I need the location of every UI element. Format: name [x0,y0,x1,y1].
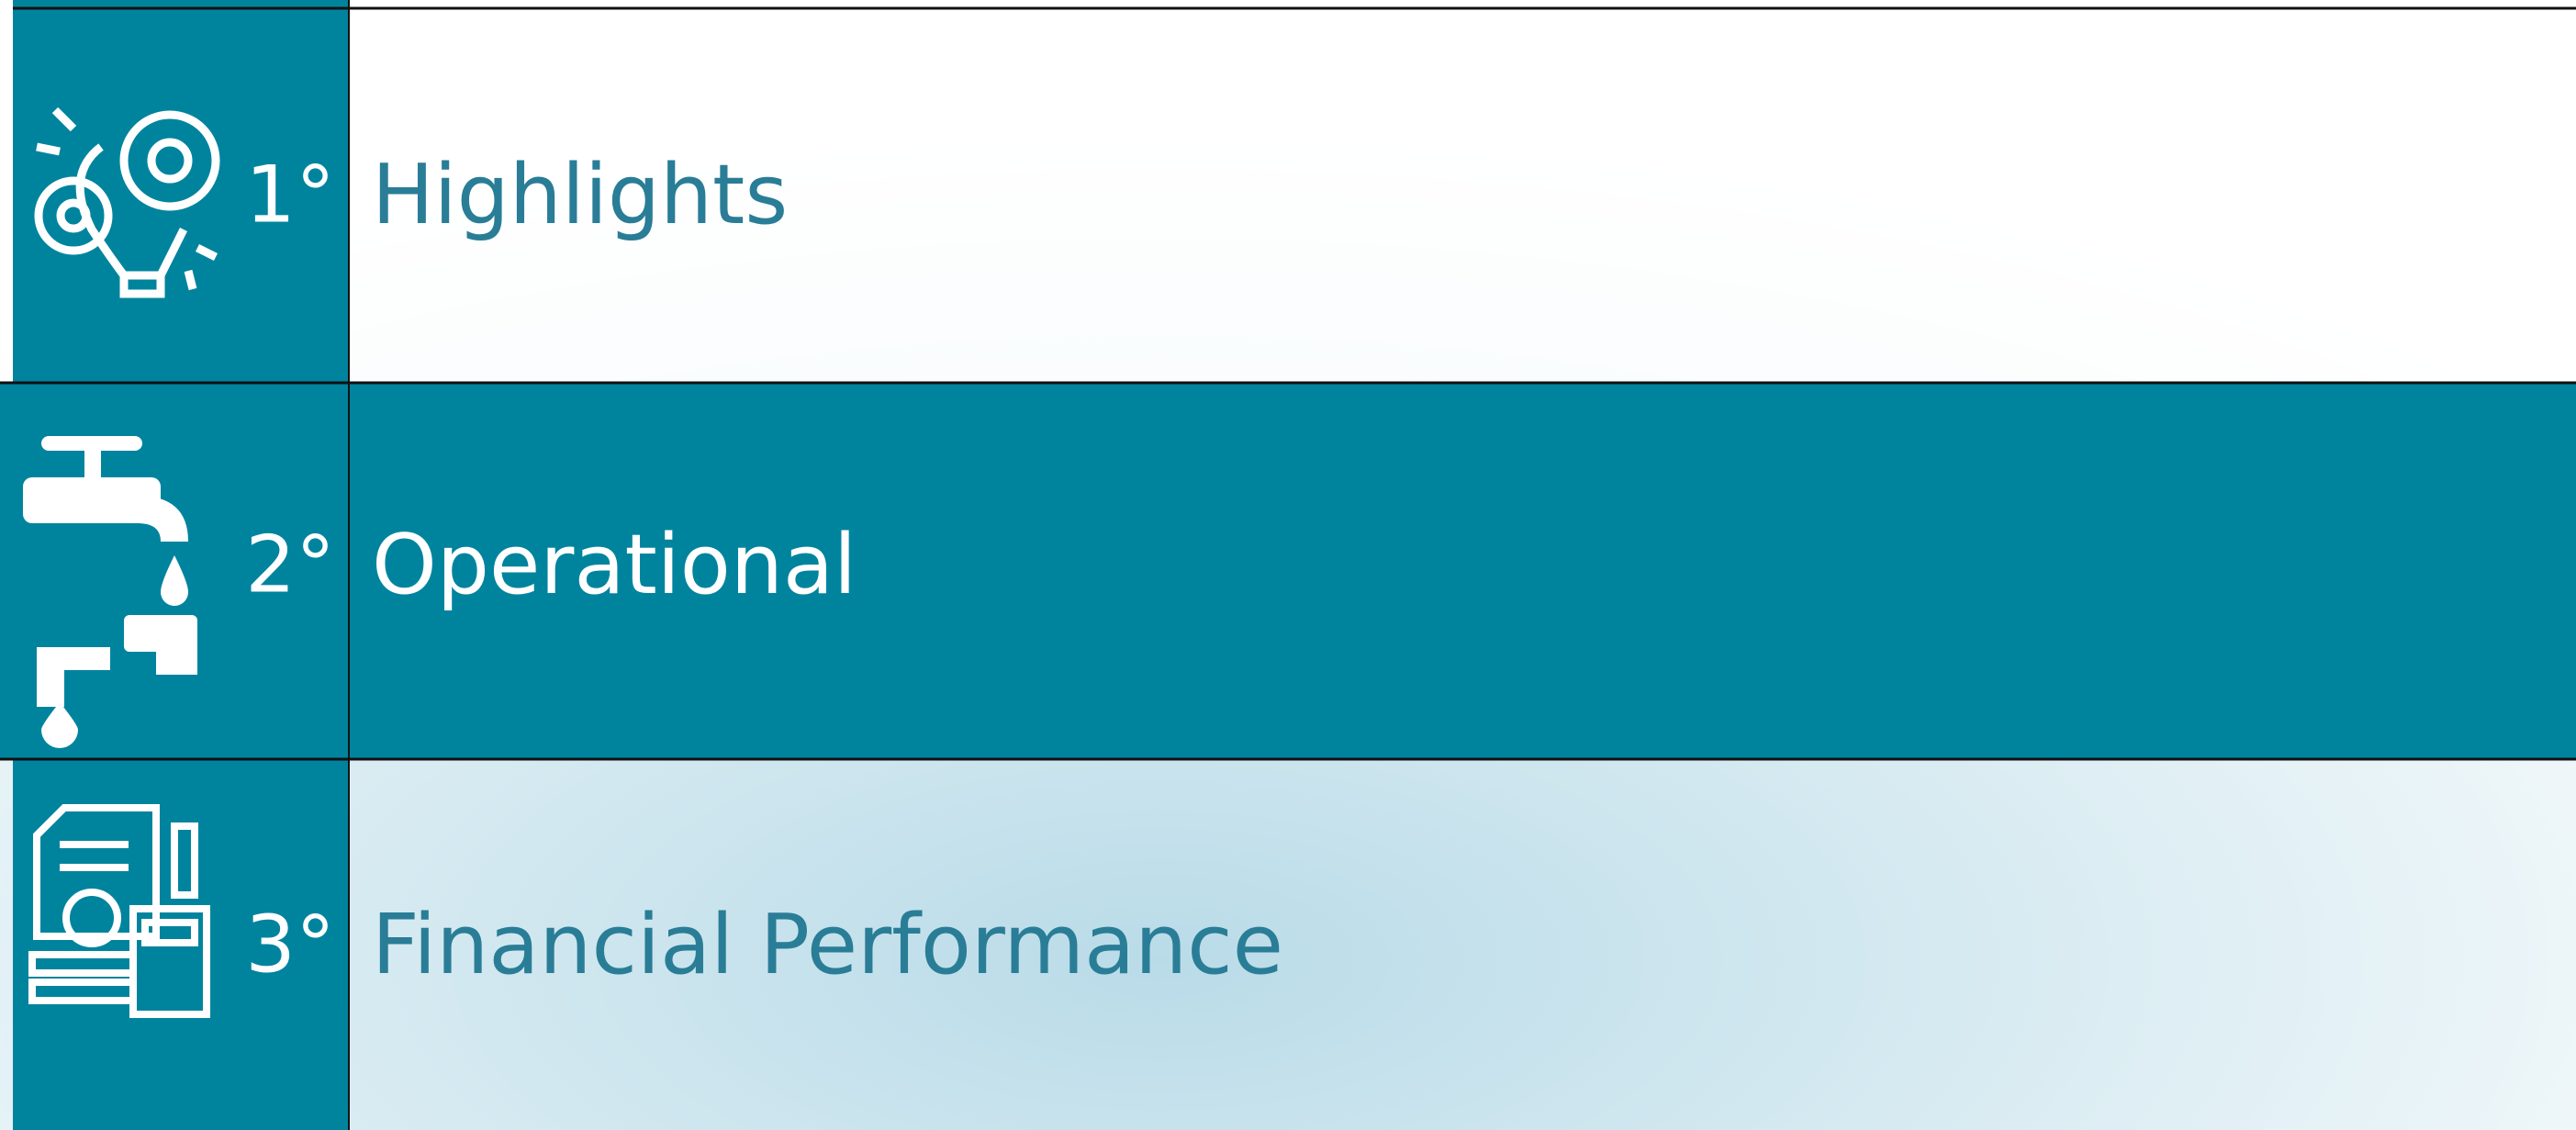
item-label[interactable]: Financial Performance [372,897,1283,993]
item-number: 1° [245,149,335,241]
row-2-background [0,383,2576,759]
item-number: 2° [245,519,335,610]
tap-icon [23,436,197,748]
row-1-background [0,8,2576,383]
gears-icon [34,106,220,298]
item-number: 3° [245,899,335,990]
finance-icon [28,804,210,1018]
item-label[interactable]: Highlights [372,147,788,243]
item-label[interactable]: Operational [372,517,857,613]
